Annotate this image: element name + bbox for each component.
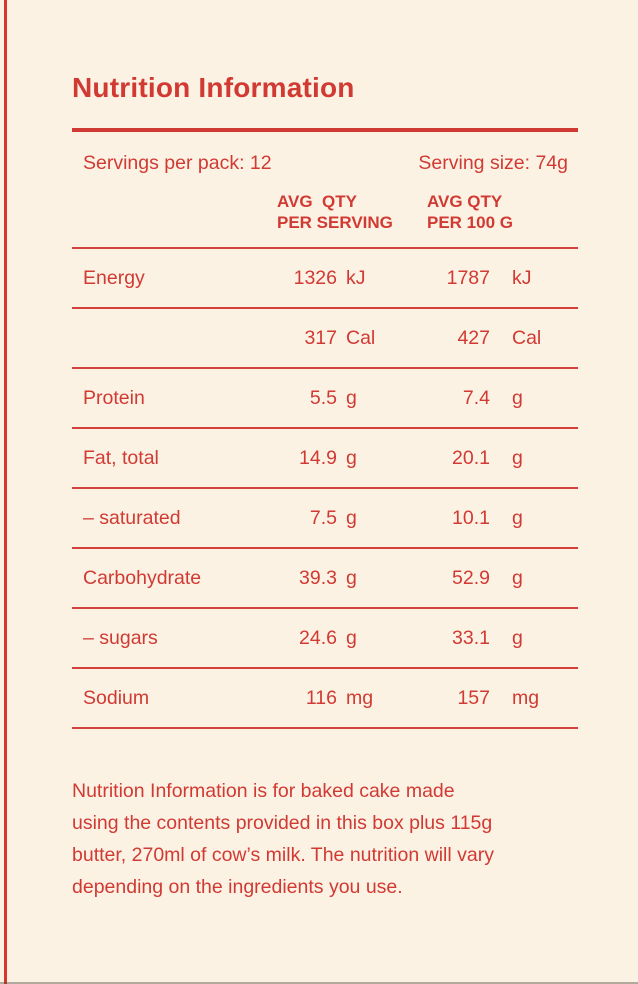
serving-info-row: Servings per pack: 12 Serving size: 74g (72, 151, 578, 175)
row-label: Fat, total (83, 446, 159, 469)
page-title: Nutrition Information (72, 72, 355, 103)
header-per-100g-line2: PER 100 G (427, 213, 513, 232)
divider-thin (72, 247, 578, 249)
row-value-per-serving: 317 (304, 326, 337, 349)
table-row: Carbohydrate 39.3 g 52.9 g (72, 549, 578, 609)
row-label: Energy (83, 266, 145, 289)
row-value-per-serving: 116 (305, 686, 337, 709)
row-unit-per-serving: g (346, 566, 357, 589)
row-unit-per-serving: Cal (346, 326, 376, 349)
row-unit-per-serving: g (346, 506, 357, 529)
row-value-per-100g: 10.1 (452, 506, 490, 529)
row-unit-per-100g: mg (512, 686, 540, 709)
row-value-per-100g: 7.4 (462, 386, 490, 409)
row-value-per-serving: 14.9 (299, 446, 337, 469)
row-unit-per-serving: mg (346, 686, 374, 709)
servings-per-pack: Servings per pack: 12 (83, 152, 272, 174)
row-unit-per-100g: g (512, 386, 523, 409)
row-value-per-100g: 427 (457, 326, 490, 349)
row-unit-per-100g: g (512, 446, 523, 469)
row-label: Carbohydrate (83, 566, 202, 589)
row-label: – saturated (83, 506, 181, 529)
table-row: Fat, total 14.9 g 20.1 g (72, 429, 578, 489)
table-row: – saturated 7.5 g 10.1 g (72, 489, 578, 549)
row-value-per-serving: 1326 (293, 266, 337, 289)
row-value-per-serving: 7.5 (309, 506, 337, 529)
row-value-per-100g: 1787 (446, 266, 490, 289)
row-label: Protein (83, 386, 145, 409)
panel-content: Nutrition Information Servings per pack:… (72, 73, 578, 903)
table-row: Energy 1326 kJ 1787 kJ (72, 249, 578, 309)
row-value-per-100g: 20.1 (452, 446, 490, 469)
table-row: Sodium 116 mg 157 mg (72, 669, 578, 729)
row-unit-per-100g: Cal (512, 326, 542, 349)
row-value-per-100g: 33.1 (452, 626, 490, 649)
row-value-per-serving: 5.5 (309, 386, 337, 409)
nutrition-table-body: Energy 1326 kJ 1787 kJ 317 Cal 427 Cal P… (72, 249, 578, 729)
footnote-line: Nutrition Information is for baked cake … (72, 780, 455, 802)
row-value-per-100g: 157 (457, 686, 490, 709)
row-value-per-100g: 52.9 (452, 566, 490, 589)
table-row: 317 Cal 427 Cal (72, 309, 578, 369)
row-unit-per-serving: g (346, 626, 357, 649)
row-unit-per-100g: g (512, 566, 523, 589)
left-edge-line (4, 0, 7, 984)
row-unit-per-100g: g (512, 626, 523, 649)
header-per-serving: AVG QTY PER SERVING (277, 191, 393, 233)
header-per-serving-line2: PER SERVING (277, 213, 393, 232)
header-per-100g-line1: AVG QTY (427, 192, 503, 211)
header-per-serving-line1: AVG QTY (277, 192, 357, 211)
row-label: – sugars (83, 626, 158, 649)
row-unit-per-100g: g (512, 506, 523, 529)
row-unit-per-100g: kJ (512, 266, 532, 289)
row-value-per-serving: 39.3 (299, 566, 337, 589)
row-unit-per-serving: g (346, 386, 357, 409)
row-label: Sodium (83, 686, 150, 709)
row-unit-per-serving: g (346, 446, 357, 469)
header-per-100g: AVG QTY PER 100 G (427, 191, 513, 233)
divider-thick (72, 128, 578, 132)
serving-size: Serving size: 74g (418, 152, 568, 174)
row-unit-per-serving: kJ (346, 266, 366, 289)
column-headers: AVG QTY PER SERVING AVG QTY PER 100 G (72, 191, 578, 233)
bottom-edge-line (0, 982, 638, 984)
footnote: Nutrition Information is for baked cake … (72, 775, 578, 903)
table-row: – sugars 24.6 g 33.1 g (72, 609, 578, 669)
footnote-line: depending on the ingredients you use. (72, 876, 403, 898)
table-row: Protein 5.5 g 7.4 g (72, 369, 578, 429)
footnote-line: using the contents provided in this box … (72, 812, 493, 834)
footnote-line: butter, 270ml of cow’s milk. The nutriti… (72, 844, 494, 866)
row-value-per-serving: 24.6 (299, 626, 337, 649)
